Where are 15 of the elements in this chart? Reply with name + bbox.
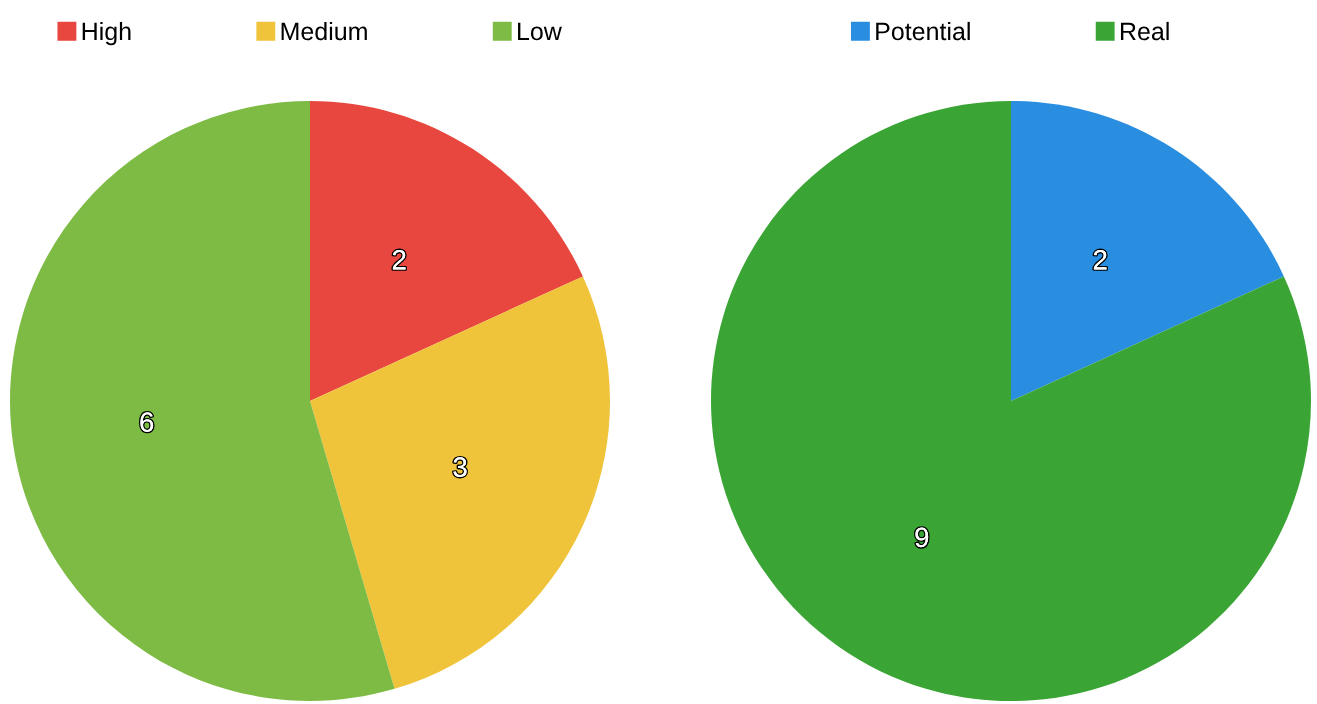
- data-label: 2: [392, 249, 406, 270]
- data-label: 6: [140, 412, 154, 432]
- legend-label: High: [82, 21, 131, 46]
- legend-label: Low: [518, 22, 562, 41]
- legend-label: Real: [1120, 21, 1169, 41]
- pie-slice: [1011, 101, 1284, 401]
- pie-slice: [10, 101, 395, 701]
- pie-slice: [310, 276, 610, 689]
- data-label: 3: [453, 457, 467, 477]
- data-label: 9: [915, 527, 929, 548]
- legend-label: Potential: [876, 21, 970, 41]
- data-label: 2: [1093, 249, 1107, 270]
- pie-slice: [711, 101, 1311, 701]
- legend-label: Medium: [281, 21, 367, 41]
- pie-slice: [310, 101, 583, 401]
